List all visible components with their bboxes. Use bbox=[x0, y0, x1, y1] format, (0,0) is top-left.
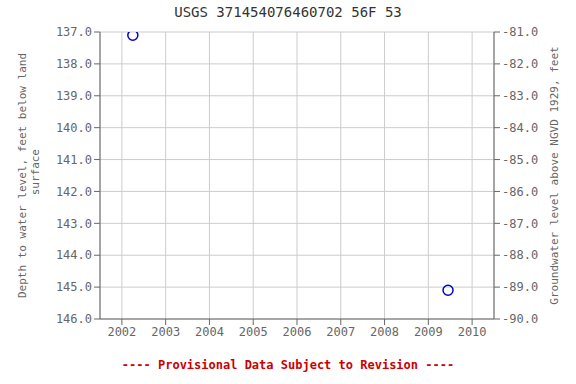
svg-text:-86.0: -86.0 bbox=[502, 185, 538, 199]
html-text:---- Provisional Data Subject: ---- Provisional Data Subject to Revisio… bbox=[121, 358, 455, 372]
svg-text:142.0: 142.0 bbox=[56, 185, 92, 199]
svg-text:139.0: 139.0 bbox=[56, 89, 92, 103]
svg-text:Depth to water level, feet bel: Depth to water level, feet below land su… bbox=[16, 53, 42, 298]
svg-text:140.0: 140.0 bbox=[56, 121, 92, 135]
svg-text:-85.0: -85.0 bbox=[502, 153, 538, 167]
svg-text:-81.0: -81.0 bbox=[502, 25, 538, 39]
svg-text:2007: 2007 bbox=[326, 325, 355, 339]
svg-text:2010: 2010 bbox=[458, 325, 487, 339]
svg-text:141.0: 141.0 bbox=[56, 153, 92, 167]
svg-text:2003: 2003 bbox=[151, 325, 180, 339]
svg-text:-82.0: -82.0 bbox=[502, 57, 538, 71]
svg-text:-88.0: -88.0 bbox=[502, 248, 538, 262]
svg-text:137.0: 137.0 bbox=[56, 25, 92, 39]
svg-text:144.0: 144.0 bbox=[56, 248, 92, 262]
svg-text:138.0: 138.0 bbox=[56, 57, 92, 71]
html-text:USGS 371454076460702 56F 53: USGS 371454076460702 56F 53 bbox=[174, 4, 402, 20]
svg-text:-83.0: -83.0 bbox=[502, 89, 538, 103]
svg-text:-87.0: -87.0 bbox=[502, 217, 538, 231]
svg-text:-84.0: -84.0 bbox=[502, 121, 538, 135]
svg-text:2002: 2002 bbox=[107, 325, 136, 339]
svg-text:2005: 2005 bbox=[239, 325, 268, 339]
svg-text:146.0: 146.0 bbox=[56, 312, 92, 326]
svg-text:145.0: 145.0 bbox=[56, 280, 92, 294]
svg-text:-90.0: -90.0 bbox=[502, 312, 538, 326]
svg-text:2009: 2009 bbox=[414, 325, 443, 339]
svg-text:2004: 2004 bbox=[195, 325, 224, 339]
svg-text:2006: 2006 bbox=[283, 325, 312, 339]
svg-text:-89.0: -89.0 bbox=[502, 280, 538, 294]
svg-text:2008: 2008 bbox=[370, 325, 399, 339]
svg-text:Groundwater level above NGVD 1: Groundwater level above NGVD 1929, feet bbox=[548, 46, 561, 304]
svg-text:143.0: 143.0 bbox=[56, 217, 92, 231]
